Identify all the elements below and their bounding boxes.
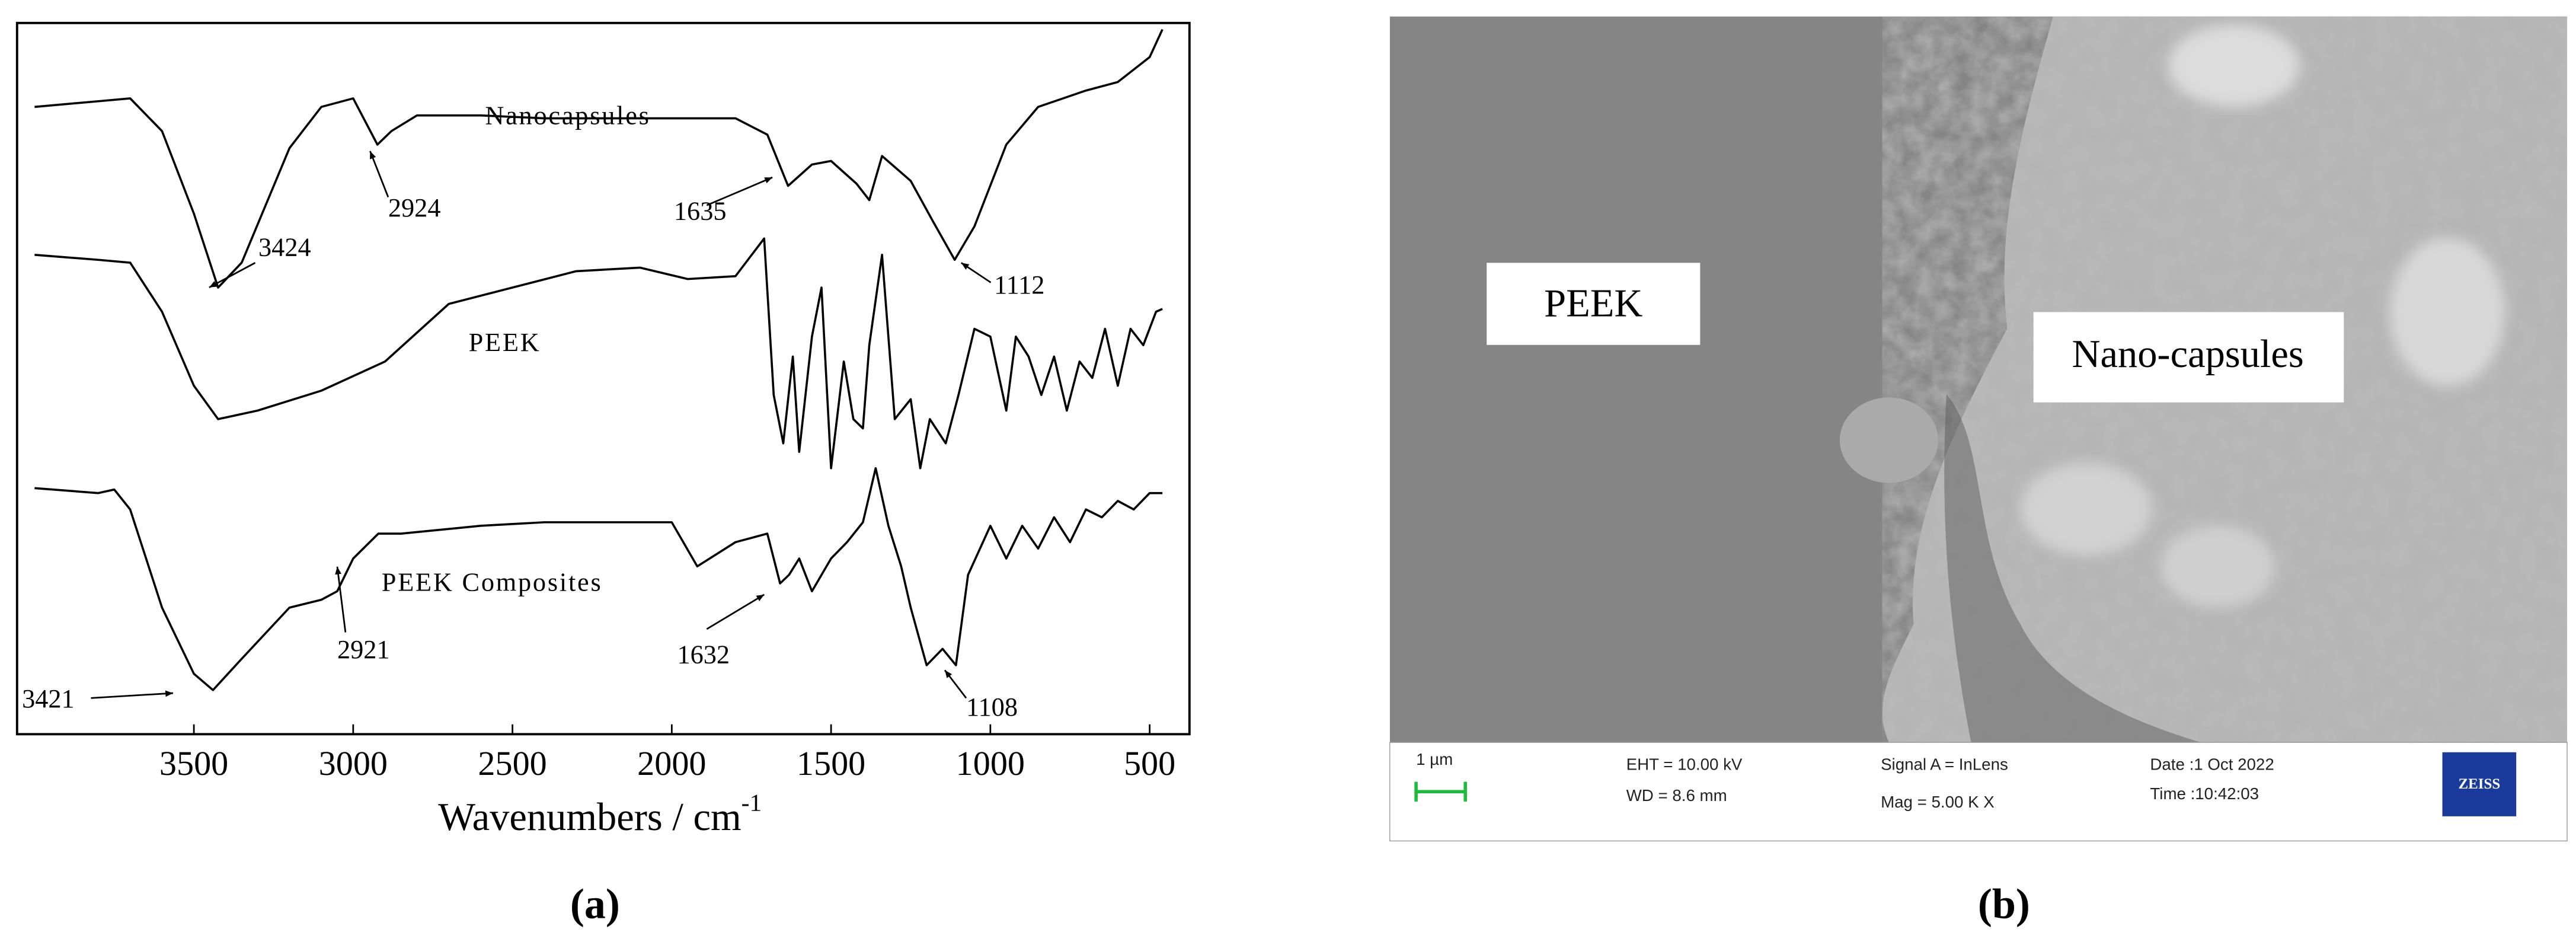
x-tick-label: 2500 — [478, 744, 546, 783]
arrow-head — [945, 670, 953, 678]
arrow-head — [764, 177, 773, 184]
panel-b: PEEK Nano-capsules 1 µm EHT = 10.00 kV W… — [1389, 16, 2568, 928]
info-text: WD = 8.6 mm — [1626, 786, 1727, 805]
series-label: PEEK Composites — [382, 567, 603, 596]
spectrum-line — [34, 237, 1163, 470]
panel-label: (a) — [570, 880, 620, 928]
x-tick-label: 1500 — [797, 744, 865, 783]
peak-annotation: 3421 — [22, 684, 75, 713]
x-axis-label: Wavenumbers / cm-1 — [438, 789, 762, 839]
sem-image — [1389, 16, 2568, 743]
info-text: Signal A = InLens — [1881, 755, 2008, 773]
panel-label: (b) — [1978, 880, 2030, 928]
x-tick-label: 3000 — [319, 744, 388, 783]
peak-annotation: 2921 — [337, 635, 390, 664]
annotation-arrow — [706, 593, 765, 630]
plot-frame — [15, 21, 1191, 736]
peak-annotation: 1108 — [966, 692, 1018, 722]
arrow-head — [961, 263, 970, 270]
panel-a: Wavenumbers / cm-1 (a) 3500 3000 2500 2000 1… — [15, 21, 1191, 928]
region-label: Nano-capsules — [2072, 333, 2303, 376]
x-tick-label: 1000 — [956, 744, 1025, 783]
peak-annotation: 2924 — [388, 193, 441, 222]
x-tick-label: 2000 — [637, 744, 706, 783]
annotation-arrow — [209, 262, 256, 289]
annotation-arrow — [91, 692, 174, 699]
spectrum-line — [34, 467, 1163, 691]
series-label: PEEK — [469, 328, 541, 357]
series-label: Nanocapsules — [485, 101, 650, 130]
annotation-arrow — [706, 176, 773, 206]
x-axis-label-sup: -1 — [742, 789, 762, 816]
x-tick-label: 500 — [1124, 744, 1175, 783]
info-text: Time :10:42:03 — [2150, 784, 2259, 803]
arrow-head — [165, 690, 173, 697]
scale-bar-label: 1 µm — [1416, 750, 1453, 768]
region-label: PEEK — [1544, 282, 1642, 325]
annotation-arrow — [336, 566, 347, 633]
peak-annotation: 1112 — [994, 270, 1044, 299]
info-text: Date :1 Oct 2022 — [2150, 755, 2274, 773]
logo: ZEISS — [2459, 776, 2501, 792]
peak-annotation: 1632 — [677, 640, 730, 669]
spectrum-line — [34, 28, 1164, 289]
arrow-head — [335, 566, 341, 575]
peak-annotation: 3424 — [258, 232, 311, 261]
info-text: Mag = 5.00 K X — [1881, 793, 1995, 811]
annotation-arrow — [369, 151, 389, 197]
info-text: EHT = 10.00 kV — [1626, 755, 1743, 773]
x-axis-label-text: Wavenumbers / cm — [438, 796, 741, 839]
x-tick-label: 3500 — [159, 744, 228, 783]
arrow-head — [209, 281, 218, 288]
arrow-head — [370, 151, 376, 159]
arrow-head — [756, 594, 765, 602]
